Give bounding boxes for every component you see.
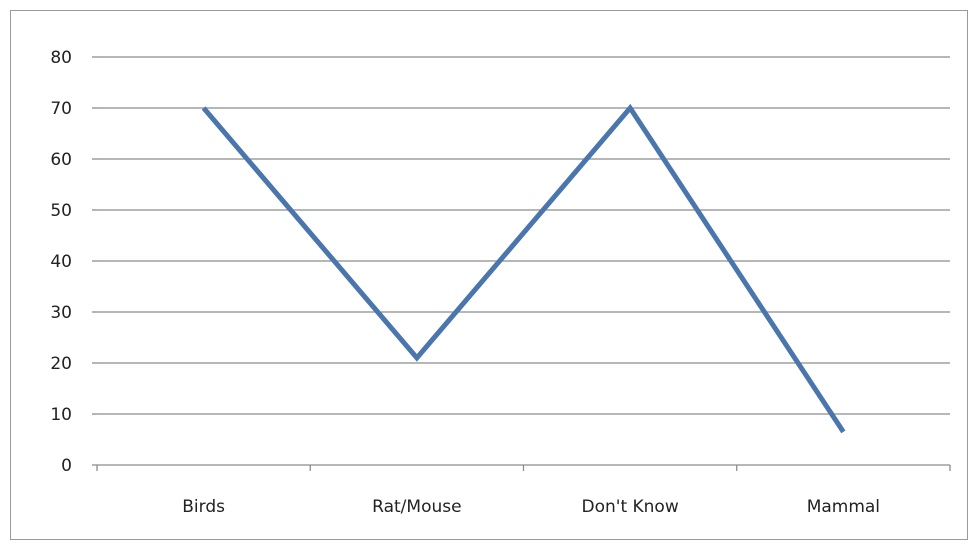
series-line-0 [201,103,846,434]
y-tick-label-40: 40 [50,252,72,272]
gridlines [97,56,950,415]
y-axis-tick-labels: 0 10 20 30 40 50 60 70 80 [50,48,72,476]
y-tick-label-50: 50 [50,201,72,221]
x-tick-label: Rat/Mouse [372,497,461,517]
series-layer [201,103,846,434]
y-tick-label-80: 80 [50,48,72,68]
x-axis-tick-labels: Birds Rat/Mouse Don't Know Mammal [182,497,880,517]
y-tick-label-60: 60 [50,150,72,170]
x-tick-label: Mammal [807,497,880,517]
y-tick-label-30: 30 [50,303,72,323]
x-tick-label: Don't Know [582,497,679,517]
x-axis [92,56,951,471]
y-tick-label-70: 70 [50,99,72,119]
x-tick-label: Birds [182,497,225,517]
y-tick-label-20: 20 [50,354,72,374]
y-tick-label-10: 10 [50,405,72,425]
y-tick-label-0: 0 [61,456,72,476]
